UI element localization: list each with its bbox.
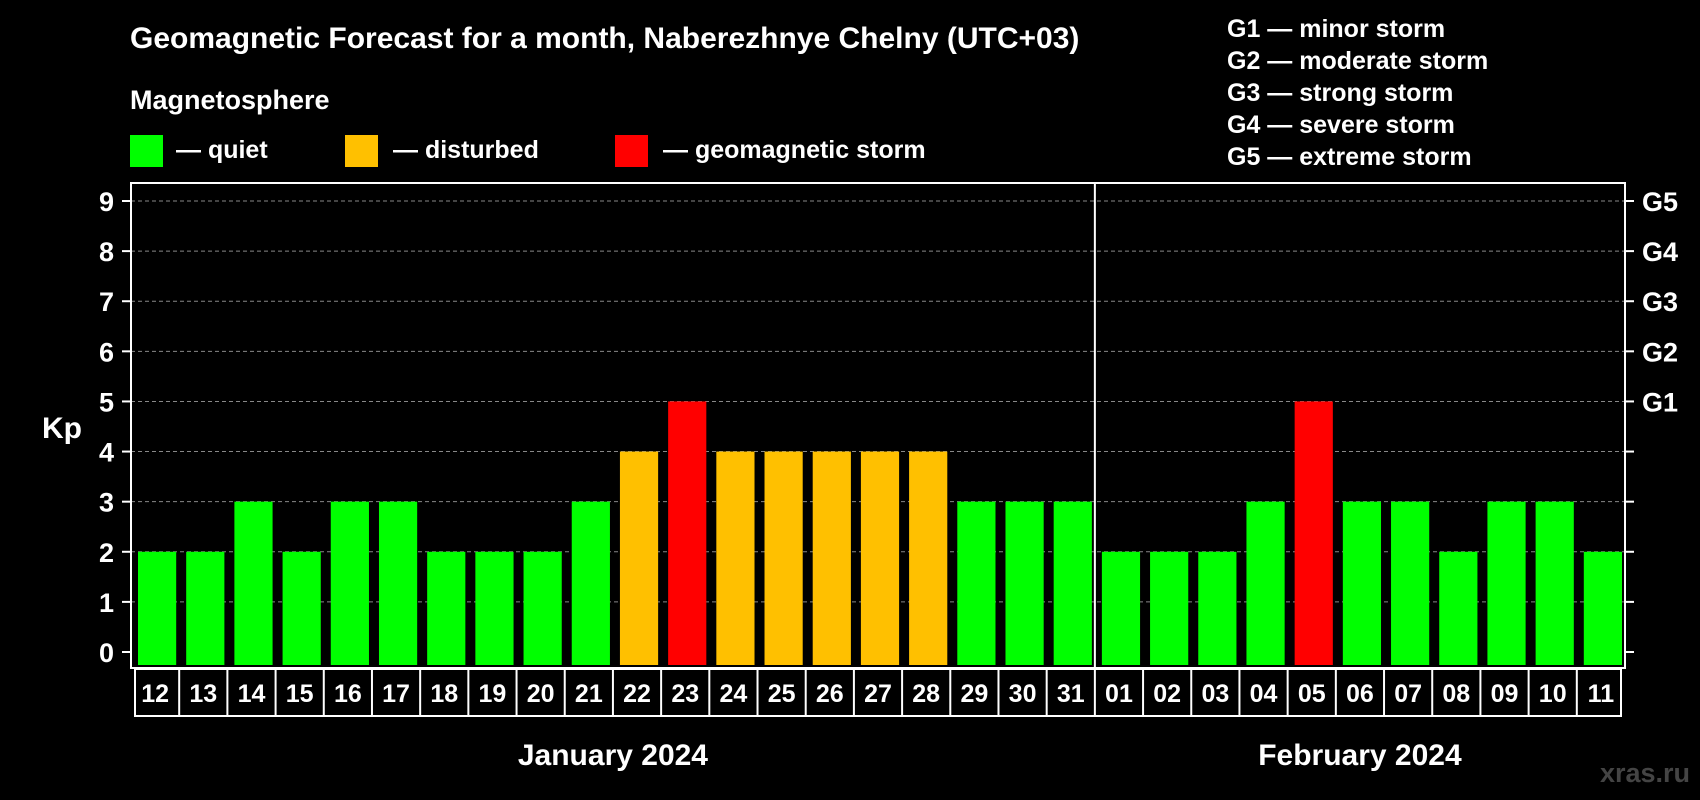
x-tick-label: 29	[960, 680, 988, 708]
legend-label-disturbed: — disturbed	[393, 136, 539, 164]
x-tick-label: 04	[1250, 680, 1278, 708]
bar	[1391, 501, 1430, 665]
x-tick-label: 31	[1057, 680, 1085, 708]
x-tick-label: 26	[816, 680, 844, 708]
bar	[716, 451, 755, 665]
watermark: xras.ru	[1600, 758, 1690, 788]
y-tick-label: 1	[99, 588, 114, 618]
y-tick-label: 7	[99, 287, 114, 317]
storm-level-tick-label: G1	[1642, 387, 1678, 417]
y-axis-label: Kp	[42, 412, 82, 445]
legend-swatch-storm	[615, 135, 648, 167]
x-tick-label: 03	[1201, 680, 1229, 708]
x-tick-label: 21	[575, 680, 603, 708]
x-tick-label: 27	[864, 680, 892, 708]
storm-level-tick-label: G5	[1642, 187, 1678, 217]
bar	[860, 451, 900, 665]
bar	[427, 551, 466, 665]
x-tick-label: 20	[527, 680, 555, 708]
x-tick-label: 09	[1491, 680, 1519, 708]
y-tick-label: 2	[99, 538, 114, 568]
x-tick-label: 22	[623, 680, 651, 708]
x-tick-label: 30	[1009, 680, 1037, 708]
x-tick-label: 01	[1105, 680, 1133, 708]
bar	[1005, 501, 1044, 665]
storm-level-g4: G4 — severe storm	[1227, 111, 1455, 139]
legend-swatch-quiet	[130, 135, 163, 167]
x-tick-label: 07	[1394, 680, 1422, 708]
x-tick-label: 12	[141, 680, 169, 708]
bar	[1053, 501, 1092, 665]
bar	[378, 501, 418, 665]
bar	[812, 451, 851, 665]
bar	[909, 451, 948, 665]
x-tick-label: 14	[238, 680, 266, 708]
bar	[571, 501, 610, 665]
month-label: January 2024	[518, 739, 708, 772]
y-tick-label: 9	[99, 187, 114, 217]
x-tick-label: 17	[382, 680, 410, 708]
x-tick-label: 13	[189, 680, 217, 708]
bar	[523, 551, 562, 665]
storm-level-tick-label: G4	[1642, 237, 1678, 267]
storm-level-tick-label: G2	[1642, 337, 1678, 367]
y-tick-label: 8	[99, 237, 114, 267]
bar	[1101, 551, 1141, 665]
storm-level-g5: G5 — extreme storm	[1227, 143, 1472, 171]
storm-level-legend: G1 — minor storm G2 — moderate storm G3 …	[1227, 15, 1488, 171]
x-tick-label: 18	[430, 680, 458, 708]
storm-level-tick-label: G3	[1642, 287, 1678, 317]
bar	[668, 401, 707, 665]
y-tick-label: 6	[99, 337, 114, 367]
bar	[234, 501, 273, 665]
storm-level-g1: G1 — minor storm	[1227, 15, 1445, 43]
x-tick-label: 25	[768, 680, 796, 708]
legend-swatch-disturbed	[345, 135, 378, 167]
bar	[1583, 551, 1622, 665]
y-tick-label: 4	[99, 438, 114, 468]
x-tick-label: 23	[671, 680, 699, 708]
x-tick-label: 05	[1298, 680, 1326, 708]
day-label-row	[134, 668, 1622, 717]
bar	[186, 551, 225, 665]
chart-title: Geomagnetic Forecast for a month, Nabere…	[130, 22, 1079, 55]
bar	[1342, 501, 1382, 665]
legend: — quiet — disturbed — geomagnetic storm	[130, 135, 926, 167]
x-tick-label: 15	[286, 680, 314, 708]
bar	[1535, 501, 1574, 665]
bar	[1246, 501, 1285, 665]
x-tick-label: 19	[479, 680, 507, 708]
storm-level-g2: G2 — moderate storm	[1227, 47, 1488, 75]
bar	[1198, 551, 1237, 665]
bar	[1294, 401, 1333, 665]
bar	[764, 451, 803, 665]
bar	[282, 551, 321, 665]
chart-subtitle: Magnetosphere	[130, 85, 330, 115]
x-tick-label: 28	[912, 680, 940, 708]
legend-label-storm: — geomagnetic storm	[663, 136, 926, 164]
x-tick-label: 02	[1153, 680, 1181, 708]
bar	[1487, 501, 1526, 665]
storm-level-g3: G3 — strong storm	[1227, 79, 1453, 107]
bar	[330, 501, 369, 665]
y-tick-label: 3	[99, 488, 114, 518]
x-tick-label: 11	[1588, 680, 1615, 708]
bar	[138, 551, 177, 665]
bar	[1150, 551, 1189, 665]
x-tick-label: 24	[720, 680, 748, 708]
bar	[619, 451, 659, 665]
month-label: February 2024	[1258, 739, 1462, 772]
x-tick-label: 10	[1539, 680, 1567, 708]
bar	[475, 551, 514, 665]
x-tick-label: 08	[1442, 680, 1470, 708]
bar	[957, 501, 996, 665]
y-tick-label: 0	[99, 638, 114, 668]
legend-label-quiet: — quiet	[176, 136, 268, 164]
bar	[1439, 551, 1478, 665]
x-tick-label: 16	[334, 680, 362, 708]
y-tick-label: 5	[99, 387, 114, 417]
x-tick-label: 06	[1346, 680, 1374, 708]
